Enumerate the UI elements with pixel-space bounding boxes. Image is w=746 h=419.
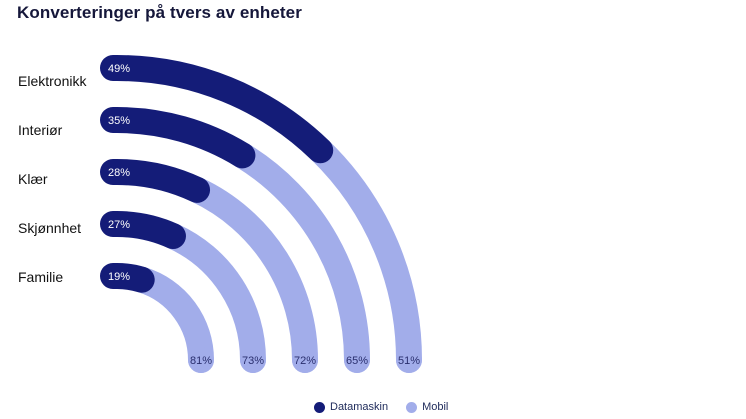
mobile-value-elektronikk: 51%: [398, 355, 420, 367]
mobile-value-familie: 81%: [190, 355, 212, 367]
desktop-bar-elektronikk[interactable]: [100, 55, 334, 164]
mobile-bar-klaer[interactable]: [184, 176, 318, 373]
category-label-skjonnhet: Skjønnhet: [18, 220, 81, 236]
mobile-bar-elektronikk[interactable]: [307, 137, 422, 373]
legend-swatch-mobile: [406, 401, 418, 413]
desktop-value-interior: 35%: [108, 115, 130, 127]
chart-title: Konverteringer på tvers av enheter: [17, 3, 302, 22]
mobile-value-interior: 65%: [346, 355, 368, 367]
desktop-value-klaer: 28%: [108, 167, 130, 179]
desktop-bar-familie[interactable]: [100, 263, 155, 293]
desktop-bar-klaer[interactable]: [100, 159, 211, 203]
legend-label-desktop: Datamaskin: [330, 401, 389, 413]
desktop-bar-skjonnhet[interactable]: [100, 211, 186, 250]
legend-item-mobile[interactable]: Mobil: [406, 401, 448, 413]
mobile-value-skjonnhet: 73%: [242, 355, 264, 367]
category-label-familie: Familie: [18, 269, 63, 285]
desktop-bar-interior[interactable]: [100, 107, 256, 169]
mobile-value-klaer: 72%: [294, 355, 316, 367]
legend-item-desktop[interactable]: Datamaskin: [314, 401, 388, 413]
legend-label-mobile: Mobil: [422, 401, 449, 413]
legend: Datamaskin Mobil: [314, 401, 466, 413]
category-label-interior: Interiør: [18, 122, 63, 138]
mobile-bar-familie[interactable]: [128, 266, 214, 373]
mobile-bar-skjonnhet[interactable]: [159, 223, 266, 373]
category-label-klaer: Klær: [18, 171, 48, 187]
desktop-value-skjonnhet: 27%: [108, 219, 130, 231]
legend-swatch-desktop: [314, 401, 325, 413]
mobile-bar-interior[interactable]: [229, 142, 370, 373]
category-label-elektronikk: Elektronikk: [18, 73, 87, 89]
desktop-value-elektronikk: 49%: [108, 63, 130, 75]
desktop-value-familie: 19%: [108, 271, 130, 283]
